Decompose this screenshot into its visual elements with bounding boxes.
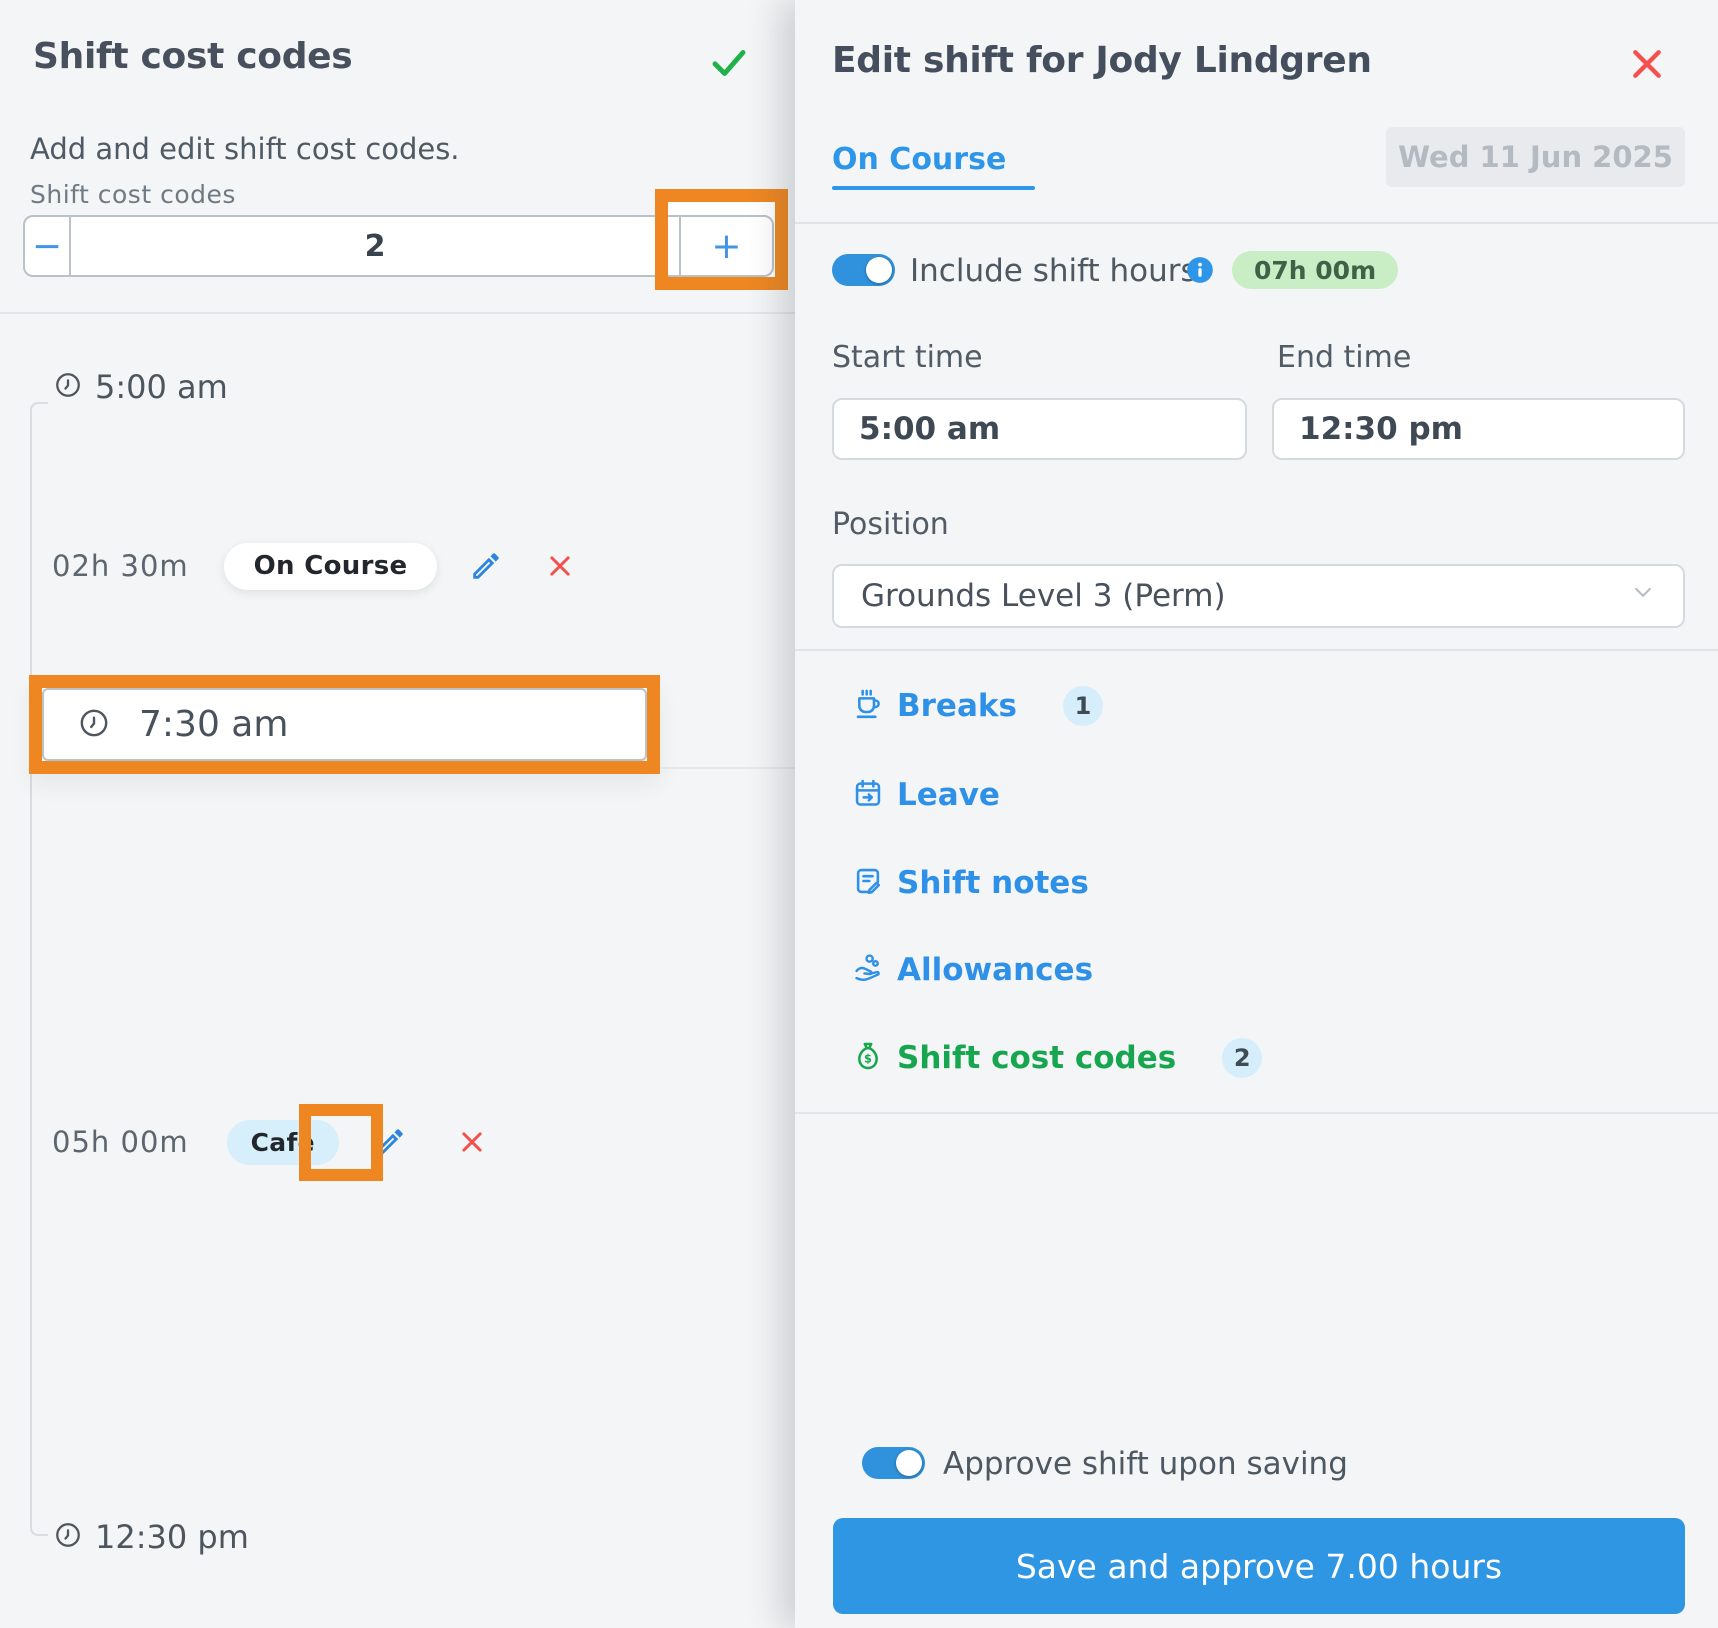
money-bag-icon: $ (852, 1040, 884, 1076)
stepper-label: Shift cost codes (30, 180, 236, 209)
link-label: Shift cost codes (897, 1040, 1177, 1076)
timeline-start-row: 5:00 am (53, 368, 228, 406)
toggle-knob (866, 257, 892, 283)
shift-cost-codes-panel: Shift cost codes Add and edit shift cost… (0, 0, 795, 1628)
confirm-check-icon[interactable] (708, 42, 750, 88)
position-selected-value: Grounds Level 3 (Perm) (861, 578, 1226, 614)
segment-duration: 02h 30m (52, 549, 189, 583)
shift-date-button[interactable]: Wed 11 Jun 2025 (1386, 127, 1685, 187)
toggle-knob (896, 1450, 922, 1476)
shift-notes-link[interactable]: Shift notes (852, 863, 1089, 903)
edit-pencil-icon[interactable] (469, 549, 503, 583)
coffee-cup-icon (852, 688, 884, 724)
cost-code-pill[interactable]: Cafe (226, 1119, 339, 1165)
split-time-value: 7:30 am (139, 704, 289, 745)
position-select[interactable]: Grounds Level 3 (Perm) (832, 564, 1685, 628)
info-icon[interactable] (1186, 256, 1214, 288)
svg-text:$: $ (864, 1052, 872, 1066)
timeline-end-row: 12:30 pm (53, 1518, 249, 1556)
split-row-divider (660, 767, 795, 769)
edit-shift-panel: Edit shift for Jody Lindgren On Course W… (795, 0, 1718, 1628)
position-label: Position (832, 507, 949, 542)
start-time-label: Start time (832, 340, 983, 375)
include-shift-hours-toggle[interactable] (832, 254, 895, 286)
pencil-highlight (299, 1104, 383, 1181)
link-label: Leave (897, 777, 1000, 813)
cost-code-segment-row: 02h 30m On Course (52, 542, 575, 590)
increase-button[interactable]: + (679, 217, 772, 275)
cost-code-pill[interactable]: On Course (223, 542, 438, 590)
split-time-highlight: 7:30 am (29, 675, 660, 774)
clock-icon (53, 370, 83, 404)
section-divider (795, 1112, 1718, 1114)
cost-code-count-stepper: − 2 + (23, 215, 774, 277)
hand-coins-icon (852, 952, 884, 988)
shift-start-time: 5:00 am (95, 368, 228, 406)
breaks-count-badge: 1 (1062, 686, 1103, 726)
section-divider (795, 649, 1718, 651)
stepper-value[interactable]: 2 (364, 228, 386, 264)
plus-button-highlight (655, 189, 788, 290)
split-time-input[interactable]: 7:30 am (42, 688, 647, 761)
decrease-button[interactable]: − (25, 217, 71, 275)
total-hours-badge: 07h 00m (1232, 251, 1399, 289)
link-label: Allowances (897, 952, 1094, 988)
tab-active-indicator (832, 186, 1035, 190)
tab-on-course[interactable]: On Course (832, 142, 1007, 177)
shift-end-time: 12:30 pm (95, 1518, 249, 1556)
leave-link[interactable]: Leave (852, 775, 1000, 815)
save-and-approve-button[interactable]: Save and approve 7.00 hours (833, 1518, 1685, 1614)
clock-icon (77, 706, 111, 744)
leave-calendar-icon (852, 777, 884, 813)
chevron-down-icon (1628, 577, 1658, 615)
clock-icon (53, 1520, 83, 1554)
approve-upon-saving-toggle[interactable] (862, 1447, 925, 1479)
section-divider (795, 222, 1718, 224)
panel-description: Add and edit shift cost codes. (30, 132, 460, 166)
end-time-input[interactable]: 12:30 pm (1272, 398, 1685, 460)
link-label: Shift notes (897, 865, 1089, 901)
shift-timeline-line (30, 402, 48, 1536)
shift-cost-codes-link[interactable]: $ Shift cost codes 2 (852, 1038, 1263, 1078)
end-time-label: End time (1277, 340, 1412, 375)
allowances-link[interactable]: Allowances (852, 950, 1093, 990)
close-icon[interactable] (1627, 44, 1667, 88)
start-time-input[interactable]: 5:00 am (832, 398, 1247, 460)
breaks-link[interactable]: Breaks 1 (852, 686, 1103, 726)
note-pencil-icon (852, 865, 884, 901)
cost-codes-count-badge: 2 (1222, 1038, 1263, 1078)
left-panel-divider (0, 312, 795, 314)
approve-upon-saving-label: Approve shift upon saving (943, 1446, 1348, 1482)
delete-x-icon[interactable] (545, 551, 575, 581)
cost-code-segment-row: 05h 00m Cafe (52, 1118, 487, 1166)
segment-duration: 05h 00m (52, 1125, 189, 1159)
panel-title: Shift cost codes (33, 36, 353, 77)
include-shift-hours-label: Include shift hours (910, 253, 1197, 289)
link-label: Breaks (897, 688, 1017, 724)
delete-x-icon[interactable] (457, 1127, 487, 1157)
panel-title: Edit shift for Jody Lindgren (832, 40, 1372, 81)
